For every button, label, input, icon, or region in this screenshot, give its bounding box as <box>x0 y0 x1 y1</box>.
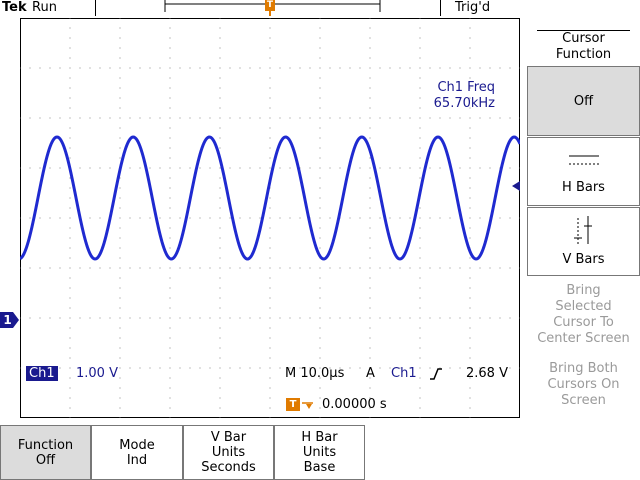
oscilloscope-display[interactable] <box>20 18 520 418</box>
info2-line1: Bring Both <box>549 361 618 376</box>
mode-label: Mode <box>119 437 155 453</box>
info2-line2: Cursors On <box>547 377 620 392</box>
info1-line3: Cursor To <box>553 315 614 330</box>
info1-line1: Bring <box>566 283 601 298</box>
measurement-value: 65.70kHz <box>433 96 495 111</box>
hbar-units-line3: Base <box>303 460 336 475</box>
trigger-state: Trig'd <box>455 0 491 15</box>
ch1-ground-marker[interactable] <box>0 312 20 328</box>
h-bar-units-button[interactable]: H Bar Units Base <box>274 425 365 480</box>
v-bars-button[interactable]: V Bars <box>527 207 640 276</box>
side-menu-title-line1: Cursor <box>562 31 605 46</box>
brand-logo: Tek <box>2 0 27 15</box>
run-state: Run <box>32 0 57 15</box>
function-label: Function <box>17 437 74 453</box>
trigger-level-readout: 2.68 V <box>466 366 508 381</box>
bring-both-cursors-button[interactable]: Bring Both Cursors On Screen <box>527 361 640 409</box>
h-bars-icon <box>568 155 599 165</box>
hbar-units-line2: Units <box>302 445 337 460</box>
ch1-channel-badge: Ch1 <box>26 366 58 382</box>
arrow-down-icon <box>302 402 313 409</box>
h-bars-label: H Bars <box>562 180 605 195</box>
header-divider-right <box>440 0 441 16</box>
info1-line4: Center Screen <box>537 331 630 346</box>
rising-edge-icon <box>430 368 442 380</box>
side-menu-title: Cursor Function <box>527 18 640 66</box>
trigger-mode: A <box>366 366 375 381</box>
mode-value: Ind <box>126 452 148 468</box>
h-bars-button[interactable]: H Bars <box>527 137 640 206</box>
trigger-source: Ch1 <box>391 366 417 381</box>
v-bars-icon <box>573 216 592 246</box>
vbar-units-line1: V Bar <box>210 430 247 445</box>
measurement-label: Ch1 Freq <box>437 80 495 95</box>
side-menu-title-line2: Function <box>555 47 612 62</box>
info2-line3: Screen <box>561 393 606 408</box>
function-value: Off <box>35 452 56 468</box>
ch1-waveform <box>20 135 520 261</box>
v-bars-label: V Bars <box>562 252 605 267</box>
function-off-button[interactable]: Function Off <box>0 425 91 480</box>
hbar-units-line1: H Bar <box>301 430 338 445</box>
cursor-off-button[interactable]: Off <box>527 66 640 136</box>
trigger-position-readout: 0.00000 s <box>322 397 387 412</box>
bring-selected-cursor-button[interactable]: Bring Selected Cursor To Center Screen <box>527 283 640 347</box>
graticule-grid <box>20 18 520 418</box>
ch1-ground-label: 1 <box>3 313 12 327</box>
v-bar-units-button[interactable]: V Bar Units Seconds <box>183 425 274 480</box>
trigger-offset-icon: T <box>286 398 300 411</box>
header-divider <box>95 0 96 16</box>
cursor-off-label: Off <box>573 94 594 109</box>
ch1-volts-per-div: 1.00 V <box>76 366 118 381</box>
vbar-units-line3: Seconds <box>201 460 256 475</box>
info1-line2: Selected <box>555 299 612 314</box>
mode-ind-button[interactable]: Mode Ind <box>91 425 183 480</box>
vbar-units-line2: Units <box>211 445 246 460</box>
timebase-readout: M 10.0µs <box>285 366 345 381</box>
record-trigger-icon: T <box>265 0 275 11</box>
trigger-level-icon <box>512 181 520 191</box>
